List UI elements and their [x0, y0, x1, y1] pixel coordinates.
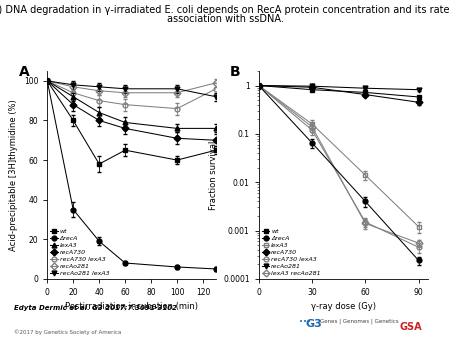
Text: G3: G3 — [306, 319, 323, 330]
Y-axis label: Fraction survival: Fraction survival — [208, 140, 217, 210]
Text: association with ssDNA.: association with ssDNA. — [166, 14, 284, 24]
Text: ©2017 by Genetics Society of America: ©2017 by Genetics Society of America — [14, 330, 121, 335]
Text: Edyta Dermić et al. G3 2017;7:3091-3102: Edyta Dermić et al. G3 2017;7:3091-3102 — [14, 304, 176, 311]
Text: Genes | Genomes | Genetics: Genes | Genomes | Genetics — [320, 318, 398, 324]
Text: •••: ••• — [299, 319, 311, 325]
Legend: wt, ΔrecA, lexA3, recA730, recA730 lexA3, recAo281, recAo281 lexA3: wt, ΔrecA, lexA3, recA730, recA730 lexA3… — [50, 229, 109, 276]
Text: GSA: GSA — [400, 322, 422, 332]
Text: A: A — [18, 65, 29, 79]
Y-axis label: Acid-precipitable [3H]thymidine (%): Acid-precipitable [3H]thymidine (%) — [9, 99, 18, 251]
X-axis label: Postirradiation incubation (min): Postirradiation incubation (min) — [65, 303, 198, 311]
Text: (A) DNA degradation in γ-irradiated E. coli depends on RecA protein concentratio: (A) DNA degradation in γ-irradiated E. c… — [0, 5, 450, 15]
X-axis label: γ-ray dose (Gy): γ-ray dose (Gy) — [310, 303, 376, 311]
Legend: wt, ΔrecA, lexA3, recA730, recA730 lexA3, recAo281, lexA3 recAo281: wt, ΔrecA, lexA3, recA730, recA730 lexA3… — [262, 229, 321, 276]
Text: B: B — [230, 65, 241, 79]
